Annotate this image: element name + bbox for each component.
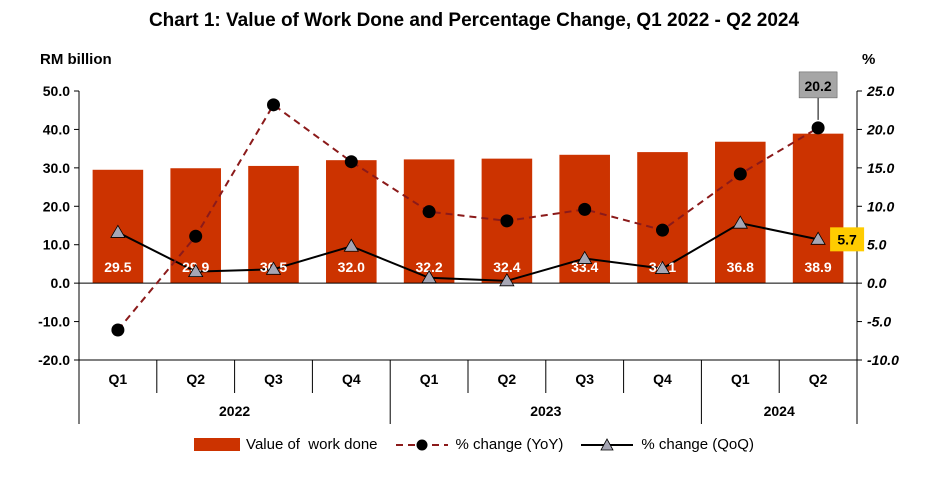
legend-label-qoq: % change (QoQ) — [641, 436, 754, 453]
legend-swatch-qoq — [581, 437, 634, 450]
qoq-point — [188, 263, 204, 278]
left-tick-label: 50.0 — [43, 83, 70, 99]
yoy-point — [111, 323, 125, 337]
left-tick-label: 20.0 — [43, 198, 70, 214]
bar-value-label: 36.8 — [727, 259, 754, 275]
yoy-point — [578, 202, 592, 216]
qoq-point — [810, 231, 826, 245]
legend-item-yoy: % change (YoY) — [394, 436, 564, 453]
left-tick-label: -20.0 — [38, 352, 70, 368]
category-label: Q2 — [498, 371, 517, 387]
legend-label-bar: Value of work done — [246, 436, 378, 453]
annotation-qoq-value: 5.7 — [837, 231, 857, 247]
bar-value-label: 29.5 — [104, 259, 131, 275]
right-tick-label: 25.0 — [866, 83, 894, 99]
legend-label-yoy: % change (YoY) — [455, 436, 564, 453]
qoq-point — [577, 250, 593, 264]
annotation-box-yoy — [798, 71, 838, 99]
yoy-point — [267, 98, 280, 112]
bar-value-label: 38.9 — [804, 259, 831, 275]
left-axis-label: RM billion — [40, 51, 112, 68]
yoy-point — [344, 155, 358, 169]
left-tick-label: -10.0 — [38, 314, 70, 330]
left-tick-label: 10.0 — [43, 237, 70, 253]
category-label: Q3 — [264, 371, 283, 387]
legend-swatch-bar — [194, 438, 241, 451]
category-label: Q2 — [186, 371, 205, 387]
right-tick-label: 0.0 — [867, 275, 887, 291]
qoq-point — [265, 261, 282, 275]
category-label: Q3 — [575, 371, 594, 387]
qoq-point — [343, 238, 359, 252]
right-axis-label: % — [862, 51, 876, 68]
left-tick-label: 40.0 — [43, 121, 70, 137]
yoy-point — [811, 121, 825, 135]
category-label: Q1 — [420, 371, 439, 387]
right-tick-label: 5.0 — [867, 237, 887, 253]
yoy-line — [117, 103, 819, 331]
category-label: Q2 — [809, 371, 828, 387]
right-tick-label: 20.0 — [866, 121, 894, 137]
qoq-point — [654, 260, 671, 274]
bar — [326, 160, 377, 284]
right-tick-label: -10.0 — [867, 352, 899, 368]
legend-item-bar: Value of work done — [194, 436, 378, 453]
category-label: Q4 — [342, 371, 361, 387]
year-label: 2023 — [530, 403, 561, 419]
right-tick-label: -5.0 — [867, 314, 891, 330]
category-label: Q1 — [109, 371, 128, 387]
bar-value-label: 32.0 — [338, 259, 365, 275]
annotation-yoy-value: 20.2 — [804, 78, 831, 94]
qoq-point — [499, 273, 515, 287]
qoq-point — [421, 269, 437, 284]
yoy-point — [500, 214, 514, 228]
yoy-point — [422, 205, 436, 219]
bar — [792, 133, 844, 284]
annotation-box-qoq — [830, 227, 865, 252]
chart-legend: Value of work done % change (YoY) % chan… — [0, 436, 948, 453]
year-label: 2022 — [219, 403, 250, 419]
qoq-point — [110, 224, 126, 238]
yoy-point — [189, 229, 203, 243]
bar — [715, 141, 766, 284]
category-label: Q4 — [653, 371, 672, 387]
right-tick-label: 10.0 — [867, 198, 894, 214]
chart-plot: 50.0 40.0 30.0 20.0 10.0 0.0 -10.0 -20.0 25.0 20.… — [38, 71, 899, 424]
left-tick-label: 0.0 — [51, 275, 71, 291]
chart-title: Chart 1: Value of Work Done and Percenta… — [148, 10, 800, 31]
bar — [403, 159, 455, 284]
qoq-line — [117, 222, 819, 282]
category-label: Q1 — [731, 371, 750, 387]
yoy-point — [656, 223, 669, 237]
right-tick-label: 15.0 — [867, 160, 894, 176]
left-tick-label: 30.0 — [43, 160, 70, 176]
qoq-point — [732, 215, 748, 229]
bar-value-label: 32.4 — [493, 259, 520, 275]
yoy-point — [733, 167, 747, 181]
legend-item-qoq: % change (QoQ) — [579, 436, 754, 453]
legend-swatch-yoy — [395, 439, 448, 450]
bar-value-label: 32.2 — [415, 259, 442, 275]
year-label: 2024 — [764, 403, 795, 419]
